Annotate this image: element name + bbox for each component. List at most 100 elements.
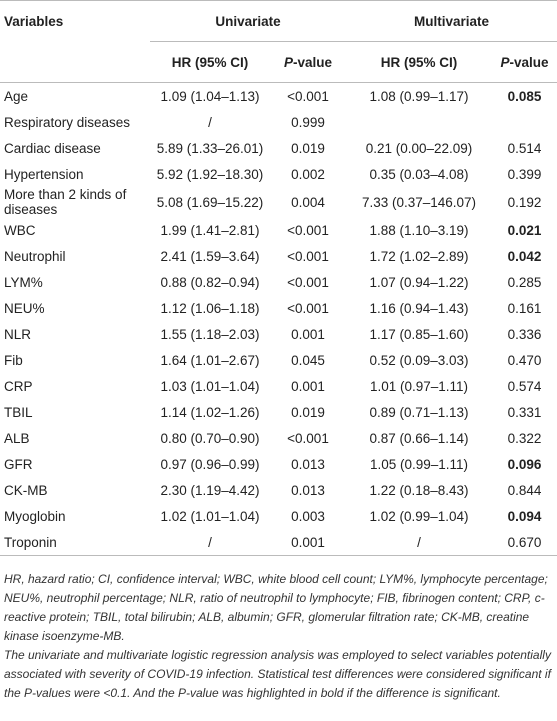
p-cell: <0.001 [287, 88, 329, 104]
p-cell: <0.001 [287, 300, 329, 316]
results-table: Variables Univariate Multivariate HR (95… [0, 0, 557, 556]
p-cell: 0.085 [507, 88, 542, 104]
table-body: Age 1.09 (1.04–1.13) <0.001 1.08 (0.99–1.17… [0, 83, 557, 556]
hr-cell: 5.08 (1.69–15.22) [156, 194, 264, 210]
p-cell: 0.094 [507, 508, 542, 524]
hr-cell: 0.87 (0.66–1.14) [369, 430, 469, 446]
p-cell: <0.001 [287, 430, 329, 446]
hr-cell: 1.14 (1.02–1.26) [160, 404, 260, 420]
p-cell: 0.161 [507, 300, 542, 316]
p-cell: 0.999 [291, 114, 325, 130]
header-cell: HR (95% CI) [150, 41, 270, 83]
hr-cell: 1.09 (1.04–1.13) [160, 88, 260, 104]
hr-cell: 1.02 (1.01–1.04) [160, 508, 260, 524]
hr-cell: 0.97 (0.96–0.99) [160, 456, 260, 472]
p-cell: 0.670 [492, 529, 557, 556]
p-cell: 0.042 [507, 248, 542, 264]
p-cell: 0.001 [291, 326, 325, 342]
hr-cell: 1.16 (0.94–1.43) [369, 300, 469, 316]
hr-cell: 1.99 (1.41–2.81) [160, 222, 260, 238]
variable-cell: NLR [4, 326, 32, 342]
table-row: Cardiac disease 5.89 (1.33–26.01) 0.019 0.2… [0, 135, 557, 161]
p-cell: 0.013 [291, 482, 325, 498]
p-cell: <0.001 [287, 274, 329, 290]
hr-cell: 2.41 (1.59–3.64) [160, 248, 260, 264]
p-cell: 0.013 [291, 456, 325, 472]
p-cell: 0.399 [507, 166, 542, 182]
table-row: Myoglobin 1.02 (1.01–1.04) 0.003 1.02 (0.99… [0, 503, 557, 529]
variable-cell: Fib [4, 352, 23, 368]
table-row: NEU% 1.12 (1.06–1.18) <0.001 1.16 (0.94–1.4… [0, 295, 557, 321]
table-row: TBIL 1.14 (1.02–1.26) 0.019 0.89 (0.71–1.13… [0, 399, 557, 425]
p-cell: 0.574 [507, 378, 542, 394]
p-cell: <0.001 [287, 222, 329, 238]
hr-cell: 1.03 (1.01–1.04) [160, 378, 260, 394]
table-row: Age 1.09 (1.04–1.13) <0.001 1.08 (0.99–1.17… [0, 83, 557, 110]
p-cell: 0.001 [291, 378, 325, 394]
p-cell: 0.514 [507, 140, 542, 156]
table-row: More than 2 kinds of diseases 5.08 (1.69–… [0, 187, 557, 217]
variable-cell: Cardiac disease [4, 140, 101, 156]
table-row: Neutrophil 2.41 (1.59–3.64) <0.001 1.72 (1.… [0, 243, 557, 269]
variable-cell: GFR [4, 456, 33, 472]
variable-cell: Respiratory diseases [4, 114, 131, 130]
header-cell: P-value [500, 54, 549, 70]
hr-cell: 1.17 (0.85–1.60) [369, 326, 469, 342]
p-cell: 0.285 [507, 274, 542, 290]
table-row: Respiratory diseases / 0.999 [0, 109, 557, 135]
variable-cell: More than 2 kinds of diseases [4, 187, 127, 217]
hr-cell: 1.05 (0.99–1.11) [369, 456, 469, 472]
table-row: CK-MB 2.30 (1.19–4.42) 0.013 1.22 (0.18–8.4… [0, 477, 557, 503]
p-cell: 0.004 [291, 194, 325, 210]
p-cell: 0.470 [507, 352, 542, 368]
header-cell: Variables [0, 0, 150, 42]
variable-cell: Neutrophil [4, 248, 66, 264]
hr-cell: 0.88 (0.82–0.94) [160, 274, 260, 290]
header-cell: HR (95% CI) [346, 41, 492, 83]
p-cell: 0.019 [291, 140, 325, 156]
p-cell: 0.336 [507, 326, 542, 342]
variable-cell: TBIL [4, 404, 33, 420]
table-row: LYM% 0.88 (0.82–0.94) <0.001 1.07 (0.94–1.2… [0, 269, 557, 295]
footnotes: HR, hazard ratio; CI, confidence interva… [0, 556, 557, 703]
hr-cell: 1.55 (1.18–2.03) [160, 326, 260, 342]
table-row: Troponin/0.001/0.670 [0, 529, 557, 556]
variable-cell: LYM% [4, 274, 43, 290]
p-cell: 0.322 [507, 430, 542, 446]
variable-cell: WBC [4, 222, 36, 238]
p-cell: 0.003 [291, 508, 325, 524]
hr-cell: 0.35 (0.03–4.08) [369, 166, 469, 182]
p-cell: 0.192 [507, 194, 542, 210]
hr-cell: / [346, 529, 492, 556]
hr-cell: / [208, 114, 212, 130]
table-row: ALB 0.80 (0.70–0.90) <0.001 0.87 (0.66–1.14… [0, 425, 557, 451]
p-cell [492, 109, 557, 135]
p-cell: <0.001 [287, 248, 329, 264]
header-cell: Multivariate [346, 0, 557, 42]
hr-cell: / [150, 529, 270, 556]
p-cell: 0.045 [291, 352, 325, 368]
hr-cell: 0.52 (0.09–3.03) [369, 352, 469, 368]
p-cell: 0.019 [291, 404, 325, 420]
hr-cell: 7.33 (0.37–146.07) [361, 194, 477, 210]
header-cell: P-value [283, 54, 333, 70]
p-cell: 0.096 [507, 456, 542, 472]
table-row: CRP 1.03 (1.01–1.04) 0.001 1.01 (0.97–1.11)… [0, 373, 557, 399]
hr-cell: 1.02 (0.99–1.04) [369, 508, 469, 524]
variable-cell: Myoglobin [4, 508, 66, 524]
variable-cell: Hypertension [4, 166, 84, 182]
header-row: Variables Univariate Multivariate [0, 0, 557, 42]
hr-cell: 1.01 (0.97–1.11) [369, 378, 469, 394]
hr-cell: 1.08 (0.99–1.17) [369, 88, 469, 104]
hr-cell: 1.88 (1.10–3.19) [369, 222, 469, 238]
hr-cell: 0.80 (0.70–0.90) [160, 430, 260, 446]
header-cell: Univariate [150, 0, 346, 42]
variable-cell: Troponin [0, 529, 150, 556]
footnote: The univariate and multivariate logistic… [4, 648, 551, 700]
hr-cell: 2.30 (1.19–4.42) [160, 482, 260, 498]
p-cell: 0.002 [291, 166, 325, 182]
table-row: GFR 0.97 (0.96–0.99) 0.013 1.05 (0.99–1.11)… [0, 451, 557, 477]
variable-cell: Age [4, 88, 29, 104]
hr-cell: 1.22 (0.18–8.43) [369, 482, 469, 498]
p-cell: 0.001 [270, 529, 346, 556]
